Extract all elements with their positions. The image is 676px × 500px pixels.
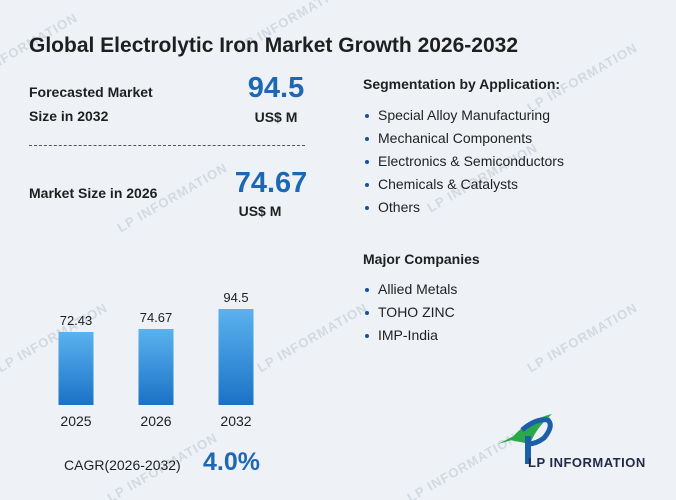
segmentation-item-4: Others [363, 196, 564, 219]
companies-list: Allied Metals TOHO ZINC IMP-India [363, 278, 457, 347]
divider [29, 145, 305, 146]
current-unit: US$ M [238, 203, 282, 219]
page-title: Global Electrolytic Iron Market Growth 2… [29, 34, 518, 57]
tick-label-2026: 2026 [140, 413, 171, 429]
current-value: 74.67 [234, 167, 308, 199]
data-label-2026: 74.67 [140, 310, 173, 325]
forecast-value: 94.5 [247, 72, 305, 104]
logo-stem [525, 436, 531, 464]
segmentation-heading: Segmentation by Application: [363, 76, 561, 92]
cagr-value: 4.0% [203, 448, 260, 476]
segmentation-item-3: Chemicals & Catalysts [363, 173, 564, 196]
tick-label-2025: 2025 [60, 413, 91, 429]
bar-2025 [58, 332, 94, 405]
bar-2032 [218, 309, 254, 405]
bar-chart: 72.43 2025 74.67 2026 94.5 2032 [58, 290, 254, 429]
logo-text: LP INFORMATION [528, 455, 646, 470]
segmentation-item-1: Mechanical Components [363, 127, 564, 150]
forecast-label: Forecasted Market Size in 2032 [29, 80, 153, 128]
watermark-text: LP INFORMATION [254, 299, 371, 376]
data-label-2025: 72.43 [60, 313, 93, 328]
segmentation-item-0: Special Alloy Manufacturing [363, 104, 564, 127]
forecast-unit: US$ M [254, 109, 298, 125]
forecast-label-line1: Forecasted Market [29, 84, 153, 100]
cagr-label: CAGR(2026-2032) [64, 457, 181, 473]
tick-label-2032: 2032 [220, 413, 251, 429]
company-item-0: Allied Metals [363, 278, 457, 301]
current-label: Market Size in 2026 [29, 185, 158, 201]
company-item-1: TOHO ZINC [363, 301, 457, 324]
company-item-2: IMP-India [363, 324, 457, 347]
segmentation-item-2: Electronics & Semiconductors [363, 150, 564, 173]
segmentation-list: Special Alloy Manufacturing Mechanical Co… [363, 104, 564, 219]
logo-arrow [498, 434, 518, 444]
data-label-2032: 94.5 [223, 290, 248, 305]
lp-information-logo-icon [498, 414, 553, 464]
watermark-text: LP INFORMATION [524, 299, 641, 376]
forecast-label-line2: Size in 2032 [29, 108, 109, 124]
logo-blue-arc [520, 417, 553, 447]
bar-2026 [138, 329, 174, 405]
companies-heading: Major Companies [363, 251, 480, 267]
